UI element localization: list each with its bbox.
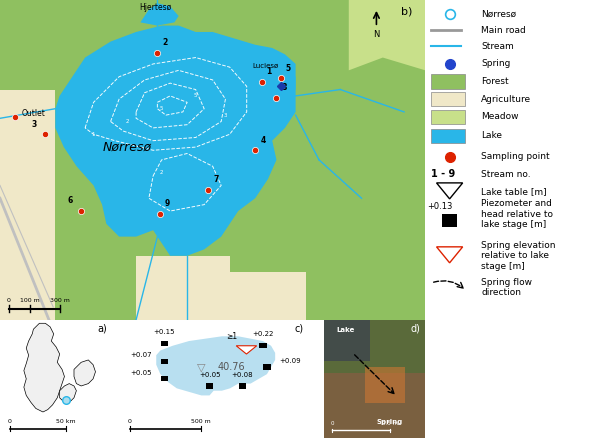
Text: 1: 1 [267, 67, 272, 76]
Text: 0: 0 [7, 419, 12, 424]
Polygon shape [272, 71, 296, 96]
Text: N: N [373, 30, 379, 39]
Polygon shape [55, 25, 296, 256]
Polygon shape [60, 384, 76, 403]
Bar [136, 256, 230, 320]
Text: Forest: Forest [481, 77, 509, 86]
Text: +0.05: +0.05 [199, 372, 220, 378]
Text: Stream: Stream [481, 42, 514, 51]
Text: ≥1: ≥1 [226, 332, 237, 341]
Text: +0.05: +0.05 [130, 370, 152, 376]
Text: Spring elevation
relative to lake
stage [m]: Spring elevation relative to lake stage … [481, 241, 556, 271]
Text: 3: 3 [223, 113, 227, 118]
Text: Luciesø: Luciesø [253, 63, 279, 68]
Polygon shape [436, 247, 463, 263]
Polygon shape [140, 3, 179, 25]
Bar [324, 320, 370, 361]
Bar [161, 359, 168, 364]
Text: 100 m: 100 m [20, 298, 40, 303]
Text: 1: 1 [92, 132, 95, 137]
Bar [431, 92, 465, 106]
Text: Spring: Spring [481, 60, 510, 68]
Text: 2: 2 [162, 38, 168, 47]
Bar [263, 364, 271, 370]
Polygon shape [74, 360, 95, 386]
Text: +0.09: +0.09 [279, 358, 301, 364]
Bar [161, 341, 168, 346]
Bar [0, 89, 55, 320]
Text: Spring: Spring [377, 419, 403, 425]
Text: +0.08: +0.08 [231, 372, 253, 378]
Polygon shape [436, 183, 463, 199]
Text: 0.5 m: 0.5 m [382, 421, 398, 426]
Text: 5: 5 [160, 106, 163, 111]
Bar [206, 383, 213, 389]
Text: Hjertesø: Hjertesø [139, 4, 171, 13]
Text: 4: 4 [260, 135, 266, 145]
Text: 500 m: 500 m [192, 419, 211, 424]
Bar [365, 367, 405, 403]
Bar [239, 383, 246, 389]
Text: 0: 0 [330, 421, 334, 426]
Text: Lake: Lake [337, 327, 355, 332]
Text: 9: 9 [165, 199, 170, 208]
Polygon shape [156, 336, 275, 396]
Text: 6: 6 [67, 196, 73, 205]
Text: 8: 8 [282, 83, 287, 92]
Text: 0: 0 [128, 419, 132, 424]
Text: Lake table [m]: Lake table [m] [481, 187, 547, 196]
Text: +0.15: +0.15 [154, 329, 175, 335]
Text: 7: 7 [214, 176, 218, 184]
Text: a): a) [98, 323, 108, 333]
Bar [442, 214, 457, 227]
Polygon shape [236, 346, 256, 354]
Text: 40.76: 40.76 [218, 362, 245, 372]
Bar [431, 74, 465, 88]
Text: d): d) [411, 323, 420, 333]
Text: 3: 3 [31, 120, 37, 128]
Bar [161, 376, 168, 381]
Text: 50 km: 50 km [56, 419, 75, 424]
Text: 300 m: 300 m [50, 298, 70, 303]
Text: Agriculture: Agriculture [481, 95, 531, 104]
Text: Lake: Lake [481, 131, 502, 141]
Text: Sampling point: Sampling point [481, 152, 550, 161]
Text: +0.22: +0.22 [252, 332, 274, 337]
Text: b): b) [401, 7, 412, 16]
Text: Spring flow
direction: Spring flow direction [481, 278, 532, 297]
Bar [259, 343, 267, 348]
Text: +0.13: +0.13 [427, 202, 453, 211]
Text: 2: 2 [126, 119, 129, 124]
Text: 1 - 9: 1 - 9 [431, 169, 455, 179]
Bar [431, 110, 465, 124]
Text: 0: 0 [7, 298, 10, 303]
Bar [431, 129, 465, 143]
Text: Main road: Main road [481, 26, 526, 35]
Text: Stream no.: Stream no. [481, 170, 531, 179]
Text: Nørresø: Nørresø [103, 141, 152, 154]
Polygon shape [24, 323, 64, 412]
Text: Outlet: Outlet [21, 109, 45, 118]
Bar [324, 320, 425, 373]
Text: ▽: ▽ [197, 362, 206, 372]
Text: Nørresø: Nørresø [481, 10, 517, 19]
Text: +0.07: +0.07 [130, 352, 152, 358]
Text: 5: 5 [194, 93, 198, 99]
Bar [230, 272, 306, 320]
Text: Meadow: Meadow [481, 112, 519, 121]
Text: c): c) [295, 323, 304, 333]
Polygon shape [349, 0, 425, 71]
Text: 5: 5 [286, 64, 291, 73]
Text: 2: 2 [160, 170, 163, 175]
Text: Piezometer and
head relative to
lake stage [m]: Piezometer and head relative to lake sta… [481, 199, 553, 229]
